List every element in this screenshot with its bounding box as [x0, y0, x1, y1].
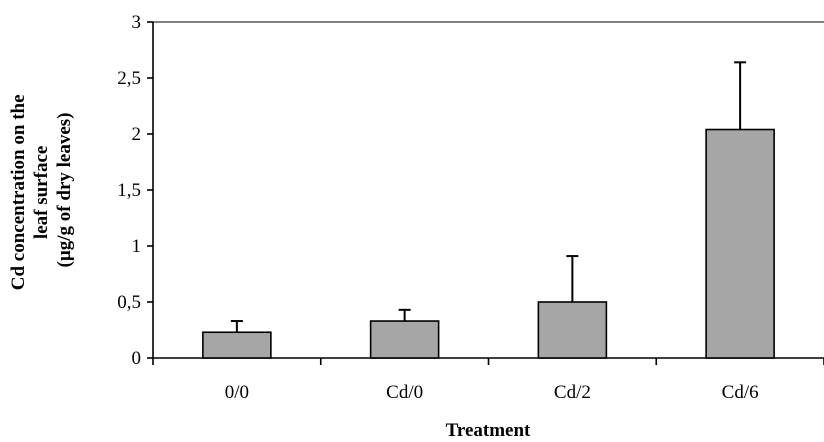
y-tick-label: 1,5: [117, 180, 141, 201]
y-tick-label: 2,5: [117, 68, 141, 89]
y-tick-label: 0,5: [117, 292, 141, 313]
x-axis-title: Treatment: [446, 420, 531, 441]
bar-cd-2: [537, 301, 608, 359]
y-axis-title-line-2: leaf surface: [31, 146, 52, 239]
bar-cd-0: [369, 320, 440, 359]
x-tick-label: Cd/0: [386, 382, 423, 403]
y-tick-label: 3: [132, 12, 142, 33]
y-tick-label: 1: [132, 236, 142, 257]
y-axis-title: Cd concentration on the leaf surface (µg…: [8, 90, 75, 291]
y-tick-label: 2: [132, 124, 142, 145]
x-tick-label: Cd/2: [554, 382, 591, 403]
x-tick-label: Cd/6: [722, 382, 759, 403]
bar-cd-6: [705, 128, 775, 359]
y-axis-title-line-1: Cd concentration on the: [8, 94, 29, 290]
plot-area: 0 0,5 1 1,5 2 2,5 3 0/0 Cd/0 Cd/2 Cd/6: [117, 12, 824, 403]
y-tick-label: 0: [132, 348, 142, 369]
bar-0-0: [202, 331, 272, 359]
y-axis-title-line-3: (µg/g of dry leaves): [54, 113, 75, 268]
x-tick-label: 0/0: [225, 382, 249, 403]
